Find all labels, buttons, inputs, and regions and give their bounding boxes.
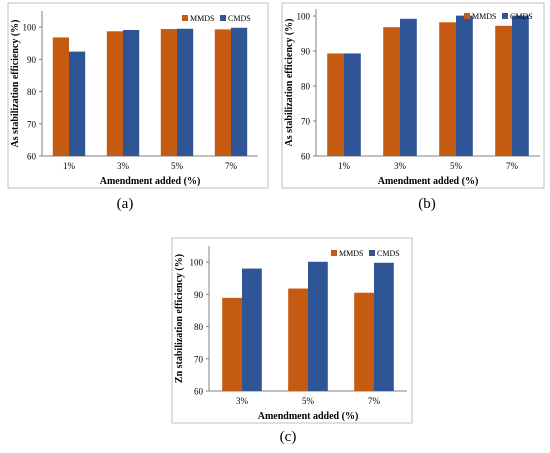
- caption-b: (b): [418, 196, 436, 212]
- bar-mmds: [214, 29, 231, 156]
- bar-cmds: [374, 262, 394, 391]
- x-tick-label: 5%: [450, 161, 463, 171]
- chart-panel-a: 60 70 80 90 100 1% 3% 5% 7% Amendment added (%) As…: [0, 0, 275, 190]
- bar-cmds: [231, 27, 248, 157]
- legend-swatch-mmds: [182, 15, 188, 21]
- x-tick-label: 5%: [171, 161, 184, 171]
- legend-label-cmds: CMDS: [510, 12, 533, 21]
- x-tick-label: 1%: [338, 161, 351, 171]
- bar-mmds: [288, 288, 308, 391]
- bar-cmds: [344, 53, 361, 157]
- bar-cmds: [456, 15, 473, 157]
- bar-mmds: [495, 25, 512, 156]
- y-tick-label: 60: [301, 152, 311, 162]
- x-tick-label: 7%: [506, 161, 519, 171]
- y-tick-label: 100: [23, 23, 37, 33]
- chart-frame: [171, 237, 413, 424]
- x-tick-label: 3%: [394, 161, 407, 171]
- bar-cmds: [242, 268, 262, 391]
- y-tick-label: 90: [27, 55, 37, 65]
- bar-mmds: [160, 29, 177, 156]
- legend-swatch-mmds: [331, 250, 337, 256]
- legend-label-mmds: MMDS: [339, 249, 363, 258]
- bar-cmds: [177, 28, 194, 156]
- x-axis-title: Amendment added (%): [100, 176, 201, 187]
- x-tick-label: 3%: [117, 161, 130, 171]
- bar-mmds: [354, 292, 374, 391]
- x-axis-title: Amendment added (%): [258, 411, 359, 422]
- y-tick-label: 100: [190, 258, 204, 268]
- y-tick-label: 80: [27, 87, 37, 97]
- bar-mmds: [439, 22, 456, 156]
- legend-swatch-cmds: [369, 250, 375, 256]
- caption-a: (a): [116, 196, 134, 212]
- x-tick-label: 1%: [63, 161, 76, 171]
- caption-c: (c): [279, 429, 297, 445]
- y-tick-label: 100: [297, 12, 311, 22]
- legend-label-cmds: CMDS: [228, 14, 251, 23]
- y-tick-label: 80: [301, 82, 311, 92]
- y-tick-label: 60: [194, 387, 204, 397]
- chart-a: 60 70 80 90 100 1% 3% 5% 7% Amendment added (%) As…: [7, 2, 269, 189]
- chart-c: 60 70 80 90 100 3% 5% 7% Amendment added (%) Zn s…: [171, 237, 413, 424]
- y-tick-label: 80: [194, 322, 204, 332]
- legend-label-cmds: CMDS: [377, 249, 400, 258]
- x-tick-label: 7%: [368, 396, 381, 406]
- bar-mmds: [52, 37, 69, 156]
- chart-panel-b: 60 70 80 90 100 1% 3% 5% 7% Amendment added (%) As…: [278, 0, 550, 190]
- legend-swatch-mmds: [464, 13, 470, 19]
- y-axis-title: Zn stabilization efficiency (%): [174, 254, 185, 383]
- y-tick-label: 60: [27, 152, 37, 162]
- bar-cmds: [123, 30, 140, 157]
- bar-cmds: [400, 18, 417, 156]
- y-tick-label: 70: [301, 117, 311, 127]
- y-tick-label: 70: [27, 119, 37, 129]
- x-tick-label: 5%: [302, 396, 315, 406]
- y-axis-title: As stabilization efficiency (%): [284, 18, 295, 146]
- bar-cmds: [308, 261, 328, 391]
- bar-mmds: [222, 297, 242, 391]
- legend-swatch-cmds: [502, 13, 508, 19]
- chart-frame: [281, 2, 545, 189]
- bar-mmds: [106, 31, 123, 156]
- legend-swatch-cmds: [220, 15, 226, 21]
- y-tick-label: 70: [194, 354, 204, 364]
- bar-cmds: [69, 51, 86, 156]
- chart-panel-c: 60 70 80 90 100 3% 5% 7% Amendment added (%) Zn s…: [170, 236, 420, 426]
- legend-label-mmds: MMDS: [190, 14, 214, 23]
- legend-label-mmds: MMDS: [472, 12, 496, 21]
- bar-cmds: [512, 15, 529, 157]
- y-tick-label: 90: [194, 290, 204, 300]
- x-tick-label: 7%: [225, 161, 238, 171]
- bar-mmds: [383, 27, 400, 157]
- x-axis-title: Amendment added (%): [378, 176, 479, 187]
- y-tick-label: 90: [301, 47, 311, 57]
- chart-frame: [7, 2, 269, 189]
- y-axis-title: As stabilization efficiency (%): [10, 19, 21, 147]
- bar-mmds: [327, 53, 344, 157]
- x-tick-label: 3%: [236, 396, 249, 406]
- chart-b: 60 70 80 90 100 1% 3% 5% 7% Amendment added (%) As…: [281, 2, 545, 189]
